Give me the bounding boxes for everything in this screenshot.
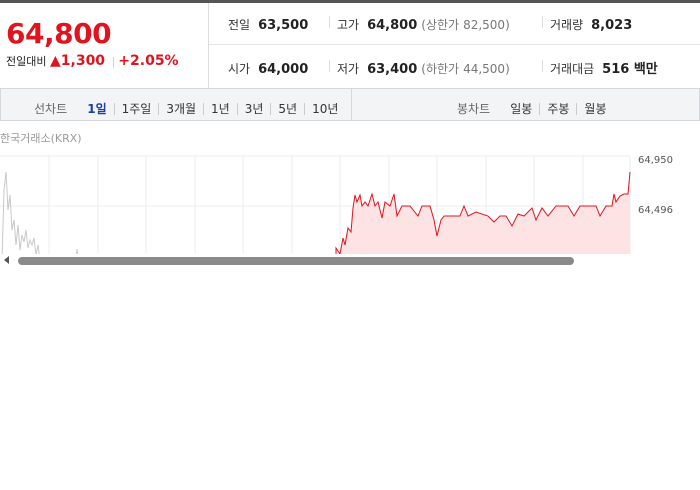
y-tick-label: 64,950 <box>638 155 673 166</box>
stat-value: 516 백만 <box>602 62 658 77</box>
scrollbar[interactable] <box>0 254 700 268</box>
stat-divider <box>542 16 543 28</box>
tab-bar: 선차트 1일 1주일 3개월 1년 3년 5년 10년 봉차트 일봉 주봉 월봉 <box>0 88 700 121</box>
change-row: 전일대비 ▲1,300 | +2.05% <box>6 53 179 69</box>
stat-label: 저가 <box>337 62 360 76</box>
stat-value: 8,023 <box>591 18 633 33</box>
stat: 고가 64,800 (상한가 82,500) <box>329 14 510 33</box>
period-tab[interactable]: 1일 <box>87 102 107 116</box>
change-label: 전일대비 <box>6 55 47 68</box>
candle-tab[interactable]: 일봉 <box>510 102 533 116</box>
divider: | <box>111 55 116 68</box>
stat-divider <box>329 16 330 28</box>
top-border <box>0 0 700 3</box>
line-tabs: 선차트 1일 1주일 3개월 1년 3년 5년 10년 <box>34 98 345 117</box>
limit-value: 44,500 <box>463 62 506 76</box>
period-tab[interactable]: 1주일 <box>113 103 159 115</box>
prev-day-line <box>1 171 79 260</box>
period-tab[interactable]: 3개월 <box>158 103 203 115</box>
paren: ) <box>505 62 510 76</box>
period-tab[interactable]: 5년 <box>270 103 304 115</box>
paren: ( <box>421 18 426 32</box>
quote-box: 64,800 전일대비 ▲1,300 | +2.05% <box>0 3 209 88</box>
limit-label: 상한가 <box>425 18 460 32</box>
line-tabs-label: 선차트 <box>34 102 68 116</box>
candle-tabs: 봉차트 일봉 주봉 월봉 <box>457 98 614 117</box>
stat-label: 거래대금 <box>550 62 595 76</box>
candle-tabs-label: 봉차트 <box>457 102 491 116</box>
stat: 전일 63,500 <box>228 14 308 33</box>
stat: 저가 63,400 (하한가 44,500) <box>329 58 510 77</box>
tab-divider <box>351 89 352 120</box>
stat-label: 고가 <box>337 18 360 32</box>
stat: 시가 64,000 <box>228 58 308 77</box>
price-area <box>336 172 630 260</box>
period-tab[interactable]: 10년 <box>304 103 345 115</box>
stat-label: 전일 <box>228 18 251 32</box>
stat-divider <box>542 60 543 72</box>
candle-tab[interactable]: 주봉 <box>539 103 576 115</box>
stat: 거래량 8,023 <box>542 14 633 33</box>
paren: ( <box>421 62 426 76</box>
up-arrow: ▲ <box>49 53 61 69</box>
price: 64,800 <box>6 17 112 50</box>
candle-tab[interactable]: 월봉 <box>576 103 613 115</box>
stat: 거래대금 516 백만 <box>542 58 658 77</box>
source: 한국거래소(KRX) <box>0 132 82 145</box>
limit-label: 하한가 <box>425 62 460 76</box>
change: 1,300 <box>60 53 106 69</box>
stat-value: 63,500 <box>258 18 309 33</box>
change-rate: +2.05% <box>118 53 179 69</box>
row-divider <box>209 44 700 45</box>
y-tick-label: 64,496 <box>638 205 673 216</box>
stat-label: 시가 <box>228 62 251 76</box>
limit-value: 82,500 <box>463 18 506 32</box>
stat-label: 거래량 <box>550 18 584 32</box>
stat-value: 64,800 <box>367 18 418 33</box>
period-tab[interactable]: 3년 <box>236 103 271 115</box>
price-line <box>335 171 631 260</box>
stat-value: 64,000 <box>258 62 309 77</box>
stat-divider <box>329 60 330 72</box>
scroll-left-arrow[interactable] <box>4 256 9 264</box>
period-tab[interactable]: 1년 <box>203 103 237 115</box>
paren: ) <box>505 18 510 32</box>
scroll-thumb[interactable] <box>18 257 574 265</box>
stat-value: 63,400 <box>367 62 418 77</box>
